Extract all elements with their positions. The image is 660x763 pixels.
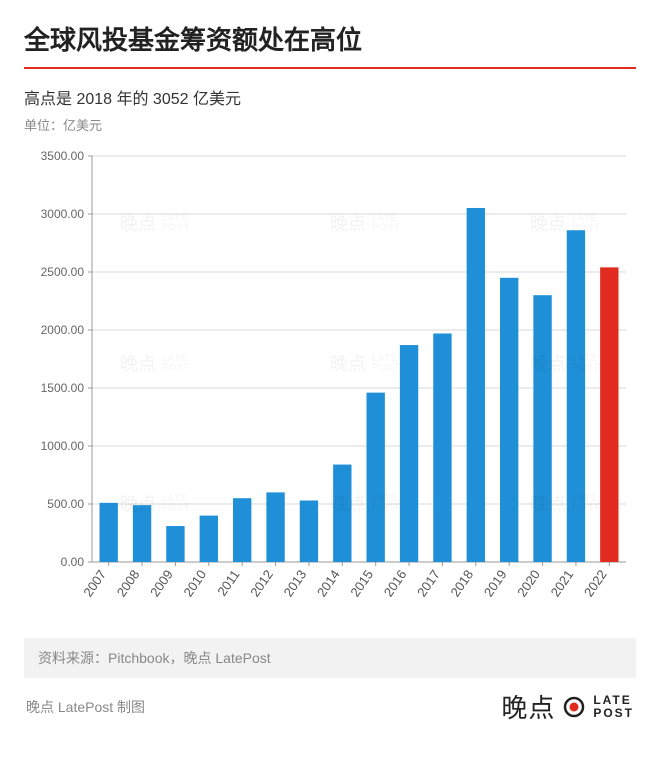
bar — [100, 503, 118, 562]
svg-text:2022: 2022 — [581, 567, 610, 599]
svg-text:2007: 2007 — [80, 567, 109, 599]
svg-text:2016: 2016 — [381, 567, 410, 599]
svg-text:2019: 2019 — [481, 567, 510, 599]
unit-label: 单位：亿美元 — [24, 115, 636, 134]
source-line: 资料来源：Pitchbook，晚点 LatePost — [24, 638, 636, 678]
svg-text:2020: 2020 — [514, 567, 543, 599]
svg-text:3500.00: 3500.00 — [41, 149, 85, 163]
footer: 资料来源：Pitchbook，晚点 LatePost 晚点 LatePost 制… — [24, 638, 636, 725]
credit-line: 晚点 LatePost 制图 — [26, 697, 145, 717]
brand-dot-icon — [563, 696, 585, 718]
svg-text:2010: 2010 — [180, 567, 209, 599]
bar — [333, 465, 351, 562]
bar — [266, 492, 284, 562]
svg-text:2014: 2014 — [314, 567, 343, 599]
bar — [367, 393, 385, 562]
svg-text:2015: 2015 — [347, 567, 376, 599]
svg-text:2021: 2021 — [548, 567, 577, 599]
page: 全球风投基金筹资额处在高位 高点是 2018 年的 3052 亿美元 单位：亿美… — [0, 0, 660, 763]
brand-cn: 晚点 — [501, 688, 555, 725]
bar — [467, 208, 485, 562]
svg-text:3000.00: 3000.00 — [41, 207, 85, 221]
svg-text:2017: 2017 — [414, 567, 443, 599]
bar — [400, 345, 418, 562]
svg-text:2500.00: 2500.00 — [41, 265, 85, 279]
title-rule — [24, 67, 636, 69]
svg-text:2000.00: 2000.00 — [41, 323, 85, 337]
subtitle: 高点是 2018 年的 3052 亿美元 — [24, 85, 636, 109]
bar — [300, 501, 318, 562]
svg-text:1500.00: 1500.00 — [41, 381, 85, 395]
svg-text:1000.00: 1000.00 — [41, 439, 85, 453]
svg-text:2009: 2009 — [147, 567, 176, 599]
svg-text:0.00: 0.00 — [61, 555, 85, 569]
bar — [166, 526, 184, 562]
svg-text:500.00: 500.00 — [47, 497, 84, 511]
svg-text:2011: 2011 — [214, 567, 242, 599]
bar — [567, 230, 585, 562]
bar — [133, 505, 151, 562]
bar — [200, 516, 218, 562]
brand-en: LATE POST — [593, 694, 634, 719]
bar-chart: 0.00 500.00 1000.00 1500.00 2000.00 2500.00 30… — [24, 144, 636, 624]
bar — [500, 278, 518, 562]
bar — [600, 267, 618, 562]
svg-text:2018: 2018 — [447, 567, 476, 599]
bar — [233, 498, 251, 562]
svg-text:2012: 2012 — [247, 567, 276, 599]
page-title: 全球风投基金筹资额处在高位 — [24, 20, 636, 57]
brand-en-line2: POST — [593, 706, 634, 720]
bar — [433, 333, 451, 562]
svg-text:2008: 2008 — [114, 567, 143, 599]
chart-container: 0.00 500.00 1000.00 1500.00 2000.00 2500.00 30… — [24, 144, 636, 624]
bar — [533, 295, 551, 562]
brand-logo: 晚点 LATE POST — [501, 688, 634, 725]
svg-text:2013: 2013 — [281, 567, 310, 599]
